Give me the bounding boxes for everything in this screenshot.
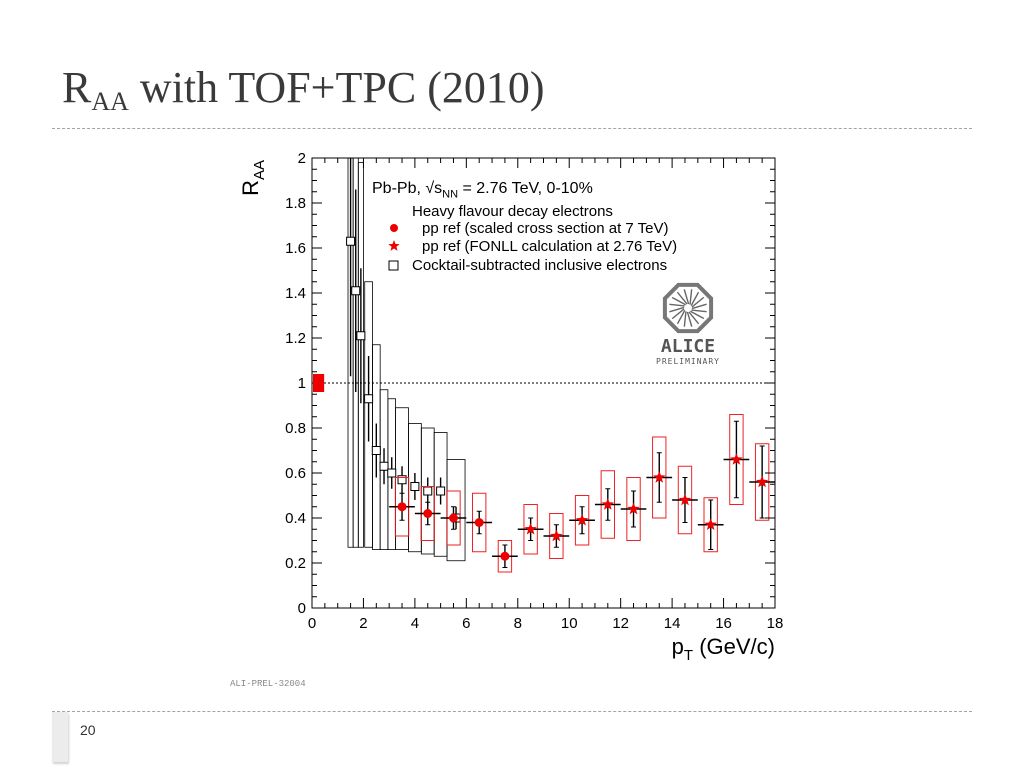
x-tick-label: 14 bbox=[664, 615, 681, 632]
hfe-point-star bbox=[756, 475, 769, 488]
alice-logo-ray bbox=[690, 291, 700, 306]
hfe-point-star bbox=[704, 518, 717, 530]
alice-logo-subtext: PRELIMINARY bbox=[656, 357, 720, 366]
y-tick-label: 1.2 bbox=[285, 330, 306, 347]
alice-logo-ray bbox=[691, 309, 707, 313]
cocktail-point bbox=[436, 486, 446, 496]
alice-logo-ray bbox=[691, 296, 705, 308]
cocktail-point bbox=[356, 331, 366, 341]
cocktail-point bbox=[351, 286, 361, 296]
x-tick-label: 2 bbox=[359, 615, 367, 632]
x-tick-label: 4 bbox=[411, 615, 419, 632]
y-tick-label: 0.6 bbox=[285, 465, 306, 482]
raa-chart: 0 2 4 6 8 10 12 14 16 18 0 0.2 0.4 0.6 0.8 1 1.2 1.4 1.6 1.… bbox=[238, 150, 784, 664]
legend-label-scaled: pp ref (scaled cross section at 7 TeV) bbox=[422, 220, 669, 237]
footer-corner-bar bbox=[52, 712, 68, 762]
footer-divider bbox=[52, 711, 972, 712]
alice-logo-ray bbox=[686, 311, 693, 327]
hfe-point-star bbox=[524, 522, 537, 535]
x-tick-label: 8 bbox=[514, 615, 522, 632]
alice-logo-ray bbox=[676, 291, 688, 305]
cocktail-point bbox=[371, 446, 381, 455]
legend-marker-square bbox=[388, 260, 399, 271]
legend-marker-star bbox=[388, 240, 400, 251]
legend-label-cocktail: Cocktail-subtracted inclusive electrons bbox=[412, 257, 667, 274]
y-tick-label: 1.8 bbox=[285, 195, 306, 212]
alice-logo-ray bbox=[689, 289, 693, 305]
x-tick-label: 12 bbox=[612, 615, 629, 632]
y-tick-label: 2 bbox=[298, 150, 306, 167]
hfe-point-star bbox=[550, 529, 563, 542]
alice-logo-ray bbox=[683, 289, 690, 305]
y-tick-label: 0.8 bbox=[285, 420, 306, 437]
hfe-point-star bbox=[627, 502, 640, 515]
cocktail-sys-box bbox=[357, 162, 364, 548]
title-main: R bbox=[62, 63, 92, 112]
y-tick-label: 1 bbox=[298, 375, 306, 392]
cocktail-point bbox=[364, 394, 374, 404]
slide-title: RAA with TOF+TPC (2010) bbox=[62, 66, 545, 115]
y-tick-label: 1.6 bbox=[285, 240, 306, 257]
title-rest: with TOF+TPC (2010) bbox=[128, 63, 545, 112]
hfe-point-circle bbox=[397, 502, 407, 512]
alice-logo-ray bbox=[669, 306, 685, 313]
legend-title: Pb-Pb, √sNN = 2.76 TeV, 0-10% bbox=[372, 180, 593, 200]
alice-logo-ray bbox=[676, 310, 686, 325]
y-axis-title: RAA bbox=[238, 160, 268, 196]
x-tick-label: 0 bbox=[308, 615, 316, 632]
normalization-uncertainty-box bbox=[313, 374, 325, 392]
hfe-point-circle bbox=[448, 513, 458, 523]
title-divider bbox=[52, 128, 972, 129]
hfe-point-star bbox=[601, 498, 614, 510]
legend-header: Heavy flavour decay electrons bbox=[412, 203, 613, 220]
page-number: 20 bbox=[80, 722, 96, 738]
title-subscript: AA bbox=[91, 87, 129, 116]
cocktail-point bbox=[410, 482, 420, 491]
hfe-point-circle bbox=[500, 551, 510, 561]
alice-logo-text: ALICE bbox=[661, 336, 715, 357]
hfe-point-star bbox=[653, 471, 666, 483]
y-tick-label: 0.2 bbox=[285, 555, 306, 572]
legend-marker-circle bbox=[390, 224, 398, 232]
x-tick-label: 18 bbox=[767, 615, 784, 632]
alice-logo-octagon bbox=[662, 282, 714, 334]
cocktail-point bbox=[387, 468, 397, 478]
x-tick-label: 6 bbox=[462, 615, 470, 632]
alice-logo-ray bbox=[669, 303, 685, 307]
hfe-point-circle bbox=[423, 509, 433, 518]
hfe-point-star bbox=[678, 493, 692, 506]
alice-logo-ray bbox=[690, 310, 705, 320]
alice-logo-ray bbox=[691, 303, 707, 310]
y-tick-label: 1.4 bbox=[285, 285, 306, 302]
x-tick-label: 10 bbox=[561, 615, 578, 632]
plot-area bbox=[346, 158, 775, 573]
alice-logo-ray bbox=[683, 311, 687, 327]
cocktail-point bbox=[379, 461, 389, 471]
figure-reference-label: ALI-PREL-32004 bbox=[230, 679, 306, 689]
x-axis-title: pT (GeV/c) bbox=[672, 634, 775, 664]
cocktail-point bbox=[346, 236, 356, 246]
cocktail-point bbox=[423, 486, 433, 496]
cocktail-point bbox=[397, 475, 407, 485]
alice-logo-ray bbox=[671, 296, 686, 306]
y-tick-label: 0.4 bbox=[285, 510, 306, 527]
legend-label-fonll: pp ref (FONLL calculation at 2.76 TeV) bbox=[422, 238, 677, 255]
hfe-point-star bbox=[575, 513, 589, 526]
alice-logo-ray bbox=[688, 311, 700, 325]
y-tick-label: 0 bbox=[298, 600, 306, 617]
x-tick-label: 16 bbox=[715, 615, 732, 632]
alice-logo-ray bbox=[671, 308, 685, 320]
hfe-point-circle bbox=[474, 518, 484, 527]
hfe-point-star bbox=[730, 453, 743, 465]
